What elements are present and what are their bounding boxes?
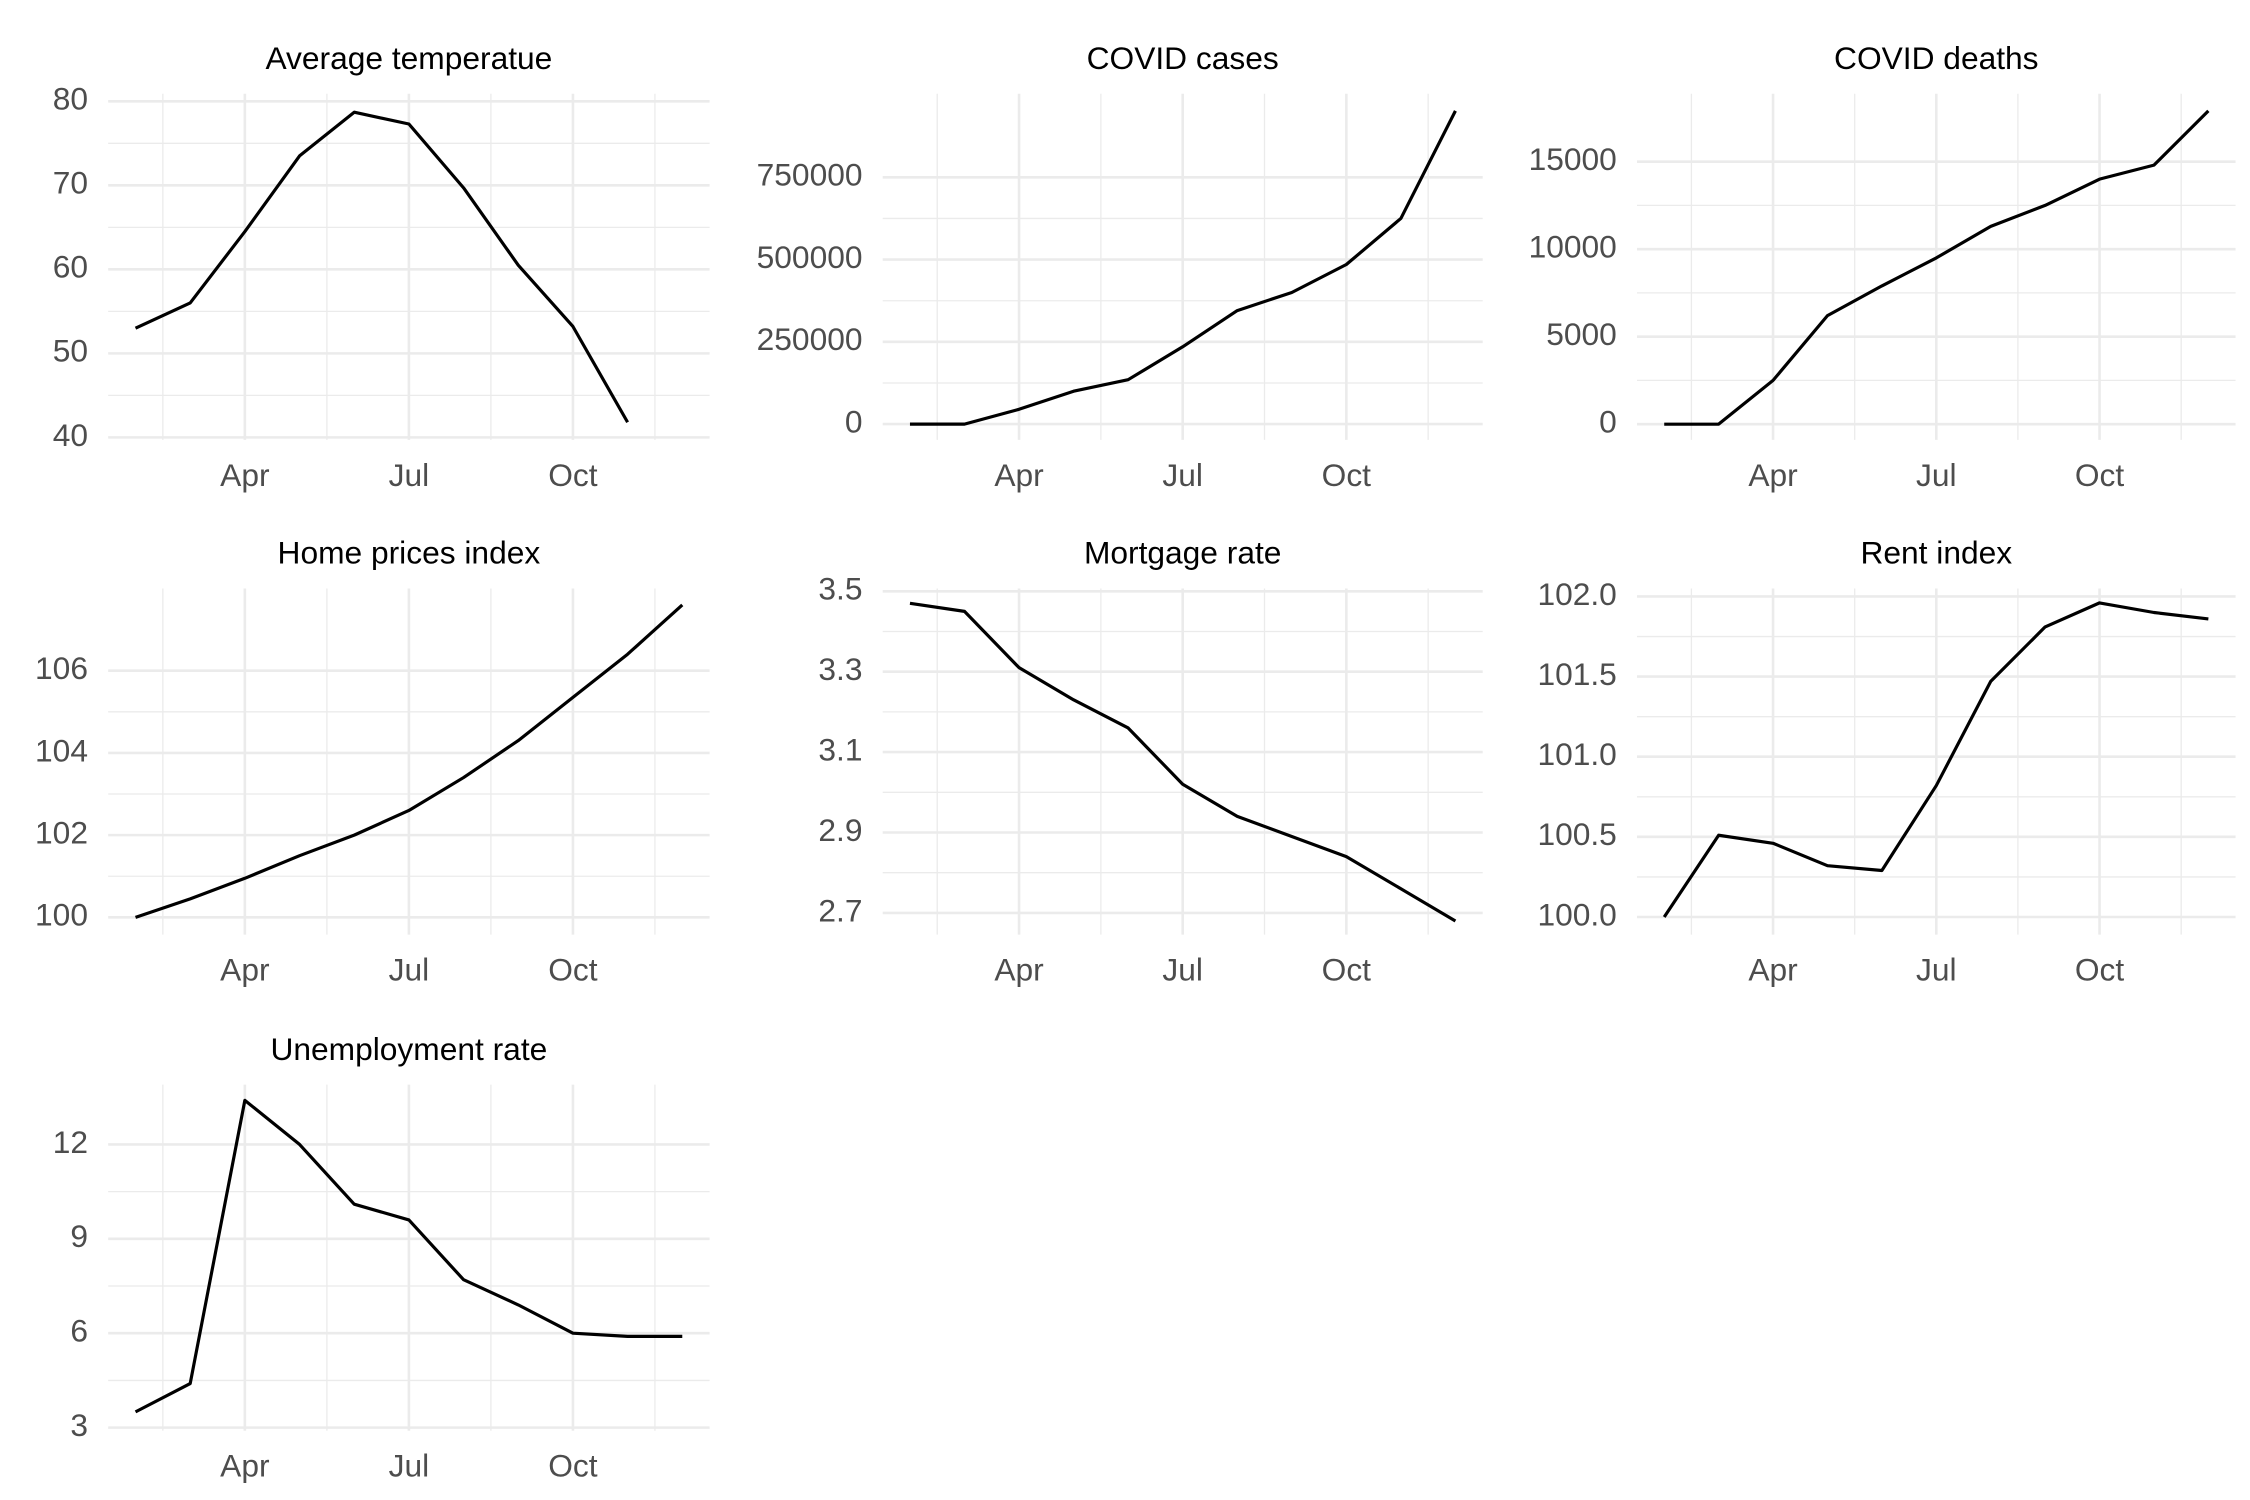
- y-tick-label: 3.3: [818, 651, 862, 687]
- x-tick-label: Jul: [389, 1448, 430, 1484]
- y-tick-label: 101.0: [1537, 736, 1616, 772]
- panel-title: Average temperatue: [265, 40, 552, 76]
- y-tick-label: 500000: [757, 239, 863, 275]
- panel-title: Mortgage rate: [1084, 535, 1281, 571]
- y-tick-label: 2.9: [818, 812, 862, 848]
- y-tick-label: 40: [53, 417, 88, 453]
- x-tick-label: Apr: [220, 457, 270, 493]
- y-tick-label: 9: [70, 1218, 88, 1254]
- y-tick-label: 100.0: [1537, 896, 1616, 932]
- y-tick-label: 100: [35, 897, 88, 933]
- line: [1662, 601, 2209, 918]
- x-tick-label: Oct: [2075, 457, 2125, 493]
- panel-title: Rent index: [1860, 535, 2012, 571]
- x-tick-label: Jul: [389, 457, 430, 493]
- y-tick-label: 102: [35, 815, 88, 851]
- panel-title: Home prices index: [278, 535, 541, 571]
- x-tick-label: Oct: [2075, 951, 2125, 987]
- x-tick-label: Oct: [1322, 951, 1372, 987]
- line: [134, 1098, 683, 1414]
- x-tick-label: Apr: [994, 457, 1044, 493]
- y-tick-label: 15000: [1529, 141, 1617, 177]
- line: [134, 110, 629, 424]
- x-tick-label: Jul: [1162, 457, 1203, 493]
- y-tick-label: 10000: [1529, 229, 1617, 265]
- y-tick-label: 6: [70, 1313, 88, 1349]
- y-tick-label: 101.5: [1537, 656, 1616, 692]
- y-tick-label: 3: [70, 1407, 88, 1443]
- x-tick-label: Oct: [548, 1448, 598, 1484]
- y-tick-label: 50: [53, 333, 88, 369]
- y-tick-label: 0: [1599, 404, 1617, 440]
- y-tick-label: 70: [53, 165, 88, 201]
- y-tick-label: 250000: [757, 321, 863, 357]
- y-tick-label: 60: [53, 249, 88, 285]
- y-tick-label: 106: [35, 650, 88, 686]
- y-tick-label: 0: [845, 403, 863, 439]
- x-tick-label: Jul: [389, 951, 430, 987]
- x-tick-label: Apr: [220, 1448, 270, 1484]
- y-tick-label: 100.5: [1537, 816, 1616, 852]
- x-tick-label: Jul: [1916, 457, 1957, 493]
- x-tick-label: Jul: [1916, 951, 1957, 987]
- line: [135, 603, 684, 919]
- line: [909, 110, 1457, 426]
- line: [909, 601, 1457, 923]
- x-tick-label: Apr: [1748, 457, 1798, 493]
- x-tick-label: Apr: [220, 951, 270, 987]
- x-tick-label: Oct: [548, 457, 598, 493]
- y-tick-label: 80: [53, 81, 88, 117]
- y-tick-label: 104: [35, 732, 88, 768]
- x-tick-label: Apr: [994, 951, 1044, 987]
- y-tick-label: 3.1: [818, 731, 862, 767]
- y-tick-label: 750000: [757, 157, 863, 193]
- x-tick-label: Apr: [1748, 951, 1798, 987]
- y-tick-label: 2.7: [818, 892, 862, 928]
- panel-title: Unemployment rate: [271, 1031, 548, 1067]
- y-tick-label: 5000: [1546, 316, 1617, 352]
- y-tick-label: 12: [53, 1124, 88, 1160]
- x-tick-label: Oct: [1322, 457, 1372, 493]
- x-tick-label: Jul: [1162, 951, 1203, 987]
- x-tick-label: Oct: [548, 951, 598, 987]
- y-tick-label: 3.5: [818, 571, 862, 607]
- line: [1664, 109, 2210, 426]
- panel-title: COVID cases: [1087, 40, 1279, 76]
- panel-title: COVID deaths: [1834, 40, 2039, 76]
- y-tick-label: 102.0: [1537, 576, 1616, 612]
